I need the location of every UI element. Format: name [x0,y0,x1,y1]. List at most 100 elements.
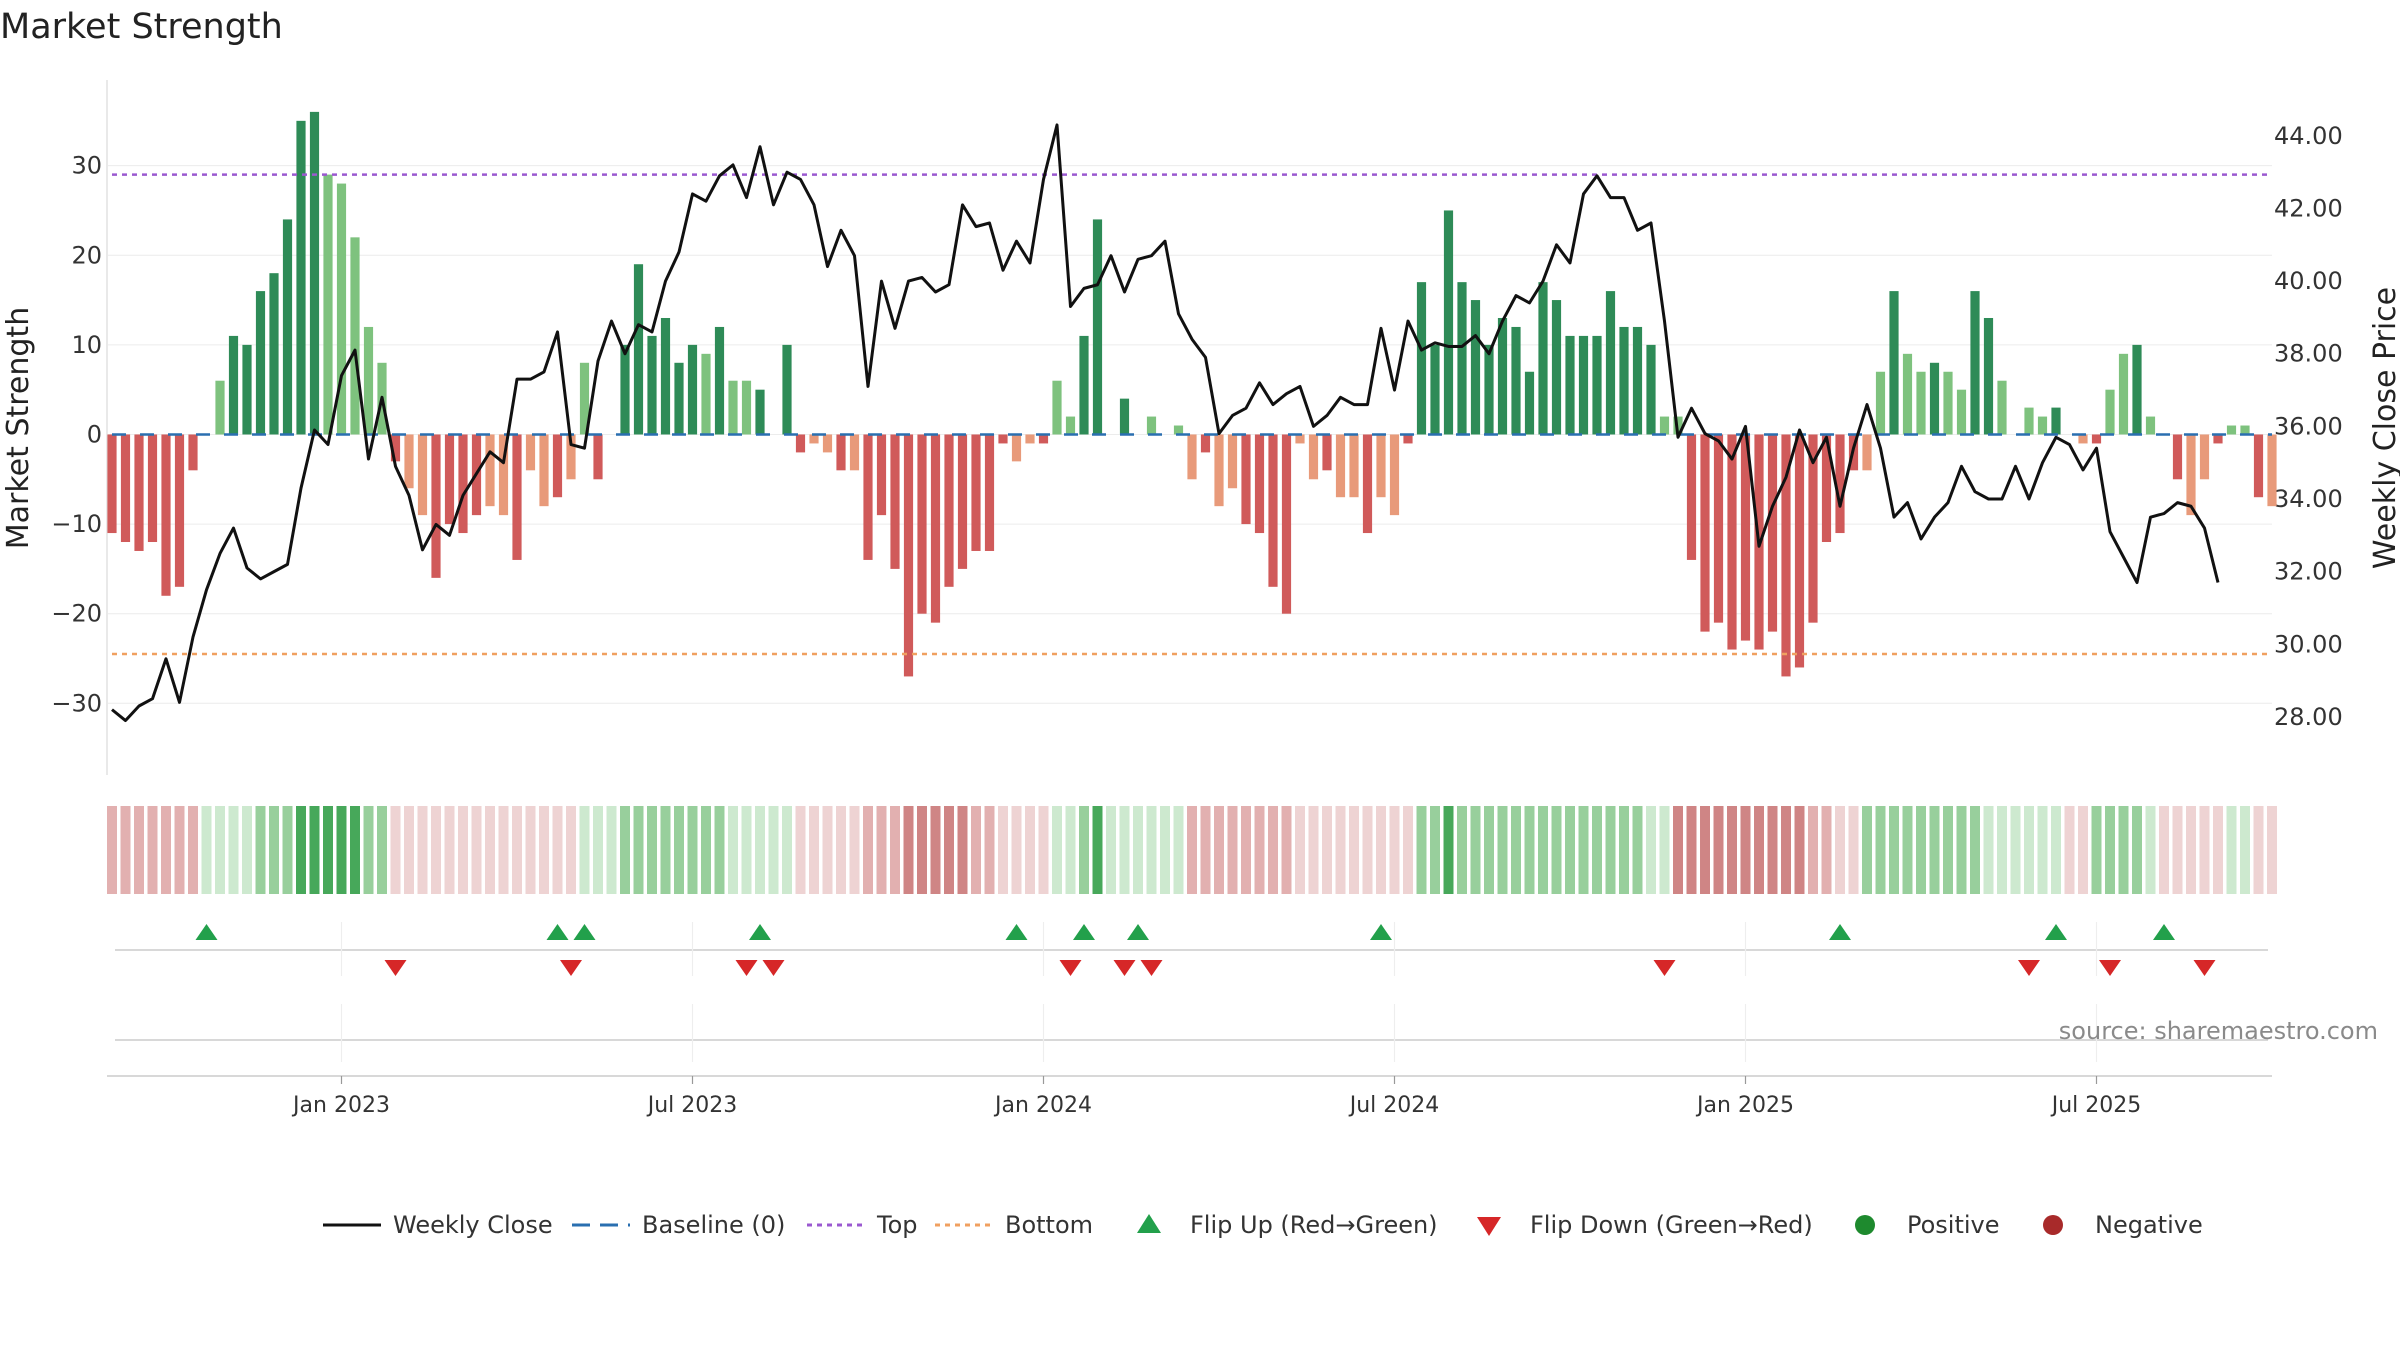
band-cell [741,806,752,894]
band-cell [1808,806,1818,894]
band-cell [539,806,549,894]
legend-label: Positive [1907,1211,2000,1239]
strength-bar [1403,434,1413,444]
strength-bar [2199,434,2210,480]
legend-item: Bottom [935,1211,1093,1239]
flip-up-marker [573,924,596,940]
band-cell [1362,806,1373,894]
strength-bar [714,326,725,435]
strength-bar [107,434,117,534]
y-left-tick-label: 10 [71,331,102,359]
strength-bar [1281,434,1292,614]
x-tick-label: Jan 2024 [993,1093,1092,1118]
band-cell [1079,806,1089,894]
band-cell [363,806,374,894]
y-right-tick-label: 28.00 [2274,703,2343,731]
strength-bar [1200,434,1211,453]
band-cell [2010,806,2021,894]
band-cell [1295,806,1305,894]
strength-bar [255,291,266,435]
strength-bar [849,434,860,471]
strength-bar [1659,416,1670,435]
band-cell [1619,806,1629,894]
strength-bar [1511,326,1521,435]
band-cell [1767,806,1778,894]
strength-bar [2132,344,2142,435]
band-cell [1821,806,1832,894]
strength-bar [1146,416,1157,435]
strength-bar [350,237,360,435]
flip-down-marker [1113,960,1136,976]
strength-bar [2186,434,2196,516]
strength-bar [2267,434,2277,507]
strength-bar [1565,335,1575,435]
band-cell [242,806,252,894]
x-tick-label: Jul 2024 [1348,1093,1440,1118]
gridlines [108,165,2272,704]
legend-item: Flip Up (Red→Green) [1137,1211,1438,1239]
strength-bar [174,434,185,587]
band-cell [714,806,725,894]
y-right-tick-label: 34.00 [2274,485,2343,513]
strength-bar [1983,317,1994,435]
legend-label: Flip Down (Green→Red) [1530,1211,1813,1239]
strength-bar [687,344,698,435]
strength-bar [1119,398,1130,435]
strength-bar [1619,326,1629,435]
strength-bar [1389,434,1400,516]
strength-bar [984,434,995,551]
band-cell [444,806,455,894]
x-tick-label: Jul 2023 [646,1093,738,1118]
band-cell [1308,806,1319,894]
band-cell [188,806,198,894]
band-cell [1416,806,1427,894]
strength-bar [1821,434,1832,543]
strength-bar [1052,380,1062,435]
band-cell [2240,806,2250,894]
band-cell [782,806,792,894]
band-cell [633,806,644,894]
x-tick-label: Jul 2025 [2050,1093,2142,1118]
chart-title: Market Strength [0,7,283,47]
strength-band [107,806,2277,894]
strength-bar [1430,344,1440,435]
strength-bar [2213,434,2223,444]
strength-bar [566,434,576,480]
flip-up-marker [1127,924,1149,940]
flip-down-marker [1140,960,1163,976]
strength-bar [1092,219,1103,435]
strength-bar [795,434,806,453]
strength-bar [1335,434,1346,498]
band-cell [1511,806,1521,894]
strength-bar [1376,434,1386,498]
strength-bar [1916,371,1926,435]
strength-bar [404,434,414,489]
band-cell [620,806,630,894]
y-left-tick-label: 30 [71,152,102,180]
strength-bar [1025,434,1035,444]
strength-bar [215,380,225,435]
band-cell [2078,806,2088,894]
strength-bar [1011,434,1022,462]
y-right-tick-label: 36.00 [2274,412,2343,440]
band-cell [876,806,887,894]
band-cell [498,806,509,894]
band-cell [1389,806,1400,894]
band-cell [390,806,401,894]
band-cell [1592,806,1602,894]
strength-bar [863,434,873,560]
flip-markers [115,924,2268,1041]
x-tick-label: Jan 2025 [1695,1093,1794,1118]
band-cell [2091,806,2102,894]
band-cell [1524,806,1535,894]
strength-bar [1835,434,1845,534]
band-cell [2267,806,2277,894]
y-left-tick-label: −10 [51,510,102,538]
strength-bar [390,434,401,462]
band-cell [1632,806,1643,894]
y-right-tick-label: 40.00 [2274,267,2343,295]
legend-swatch-circle [1855,1215,1875,1235]
strength-bar [1956,389,1967,435]
strength-bar [1713,434,1724,623]
band-cell [1713,806,1724,894]
